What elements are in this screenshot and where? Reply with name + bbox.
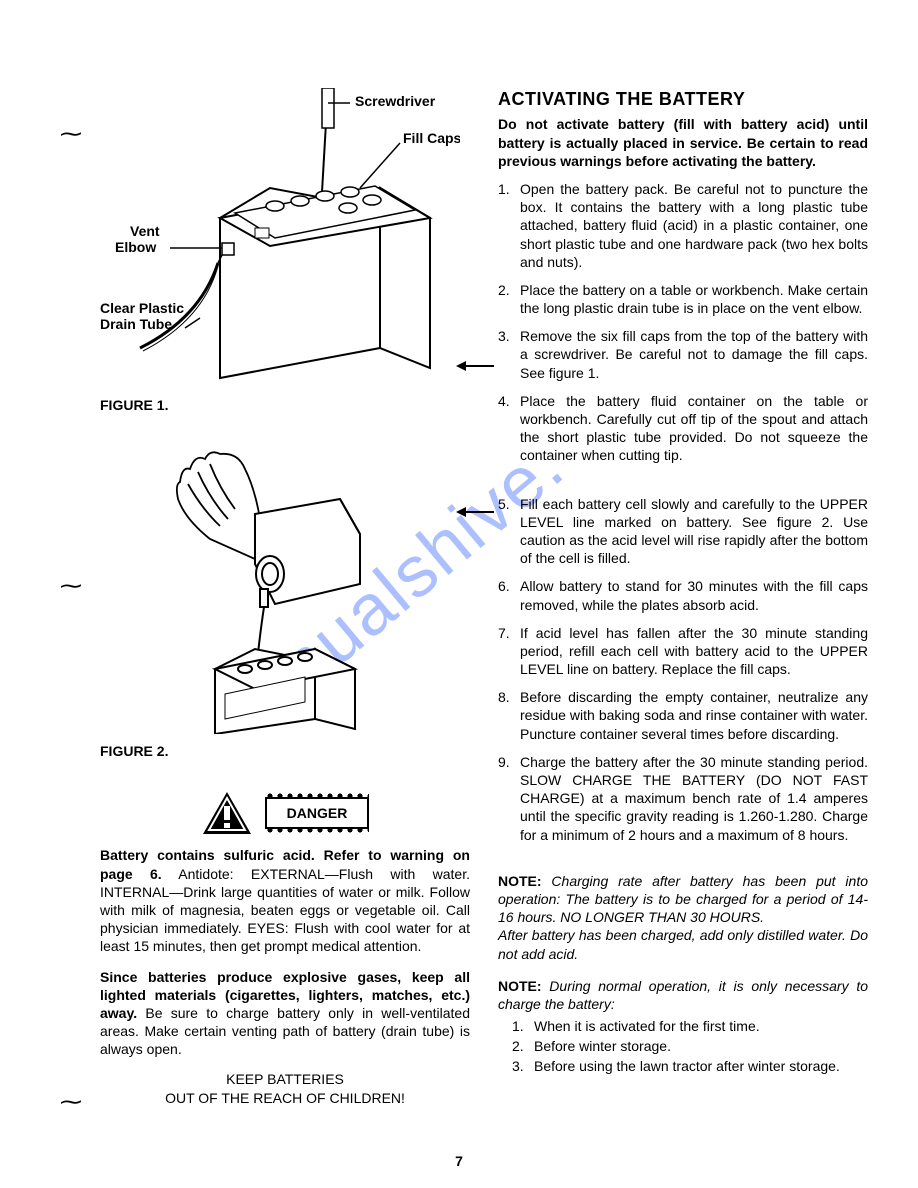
page-columns: Screwdriver Fill Caps Vent Elbow Clear P…: [50, 88, 868, 1107]
figure-2: FIGURE 2.: [160, 444, 470, 760]
note2-item-3: 3.Before using the lawn tractor after wi…: [512, 1057, 868, 1075]
note-2: NOTE: During normal operation, it is onl…: [498, 977, 868, 1013]
page-number: 7: [0, 1152, 918, 1170]
step-1: 1.Open the battery pack. Be careful not …: [498, 180, 868, 271]
step-7: 7.If acid level has fallen after the 30 …: [498, 624, 868, 679]
label-elbow: Elbow: [115, 239, 156, 255]
step-5: 5.Fill each battery cell slowly and care…: [498, 495, 868, 568]
note-2-list: 1.When it is activated for the first tim…: [498, 1017, 868, 1076]
figure-2-svg: [160, 444, 420, 734]
danger-paragraph-1: Battery contains sulfuric acid. Refer to…: [100, 846, 470, 955]
keep-line-1: KEEP BATTERIES: [100, 1070, 470, 1088]
note2-item-1: 1.When it is activated for the first tim…: [512, 1017, 868, 1035]
keep-line-2: OUT OF THE REACH OF CHILDREN!: [100, 1089, 470, 1107]
note1-text: Charging rate after battery has been put…: [498, 873, 868, 962]
section-heading: ACTIVATING THE BATTERY: [498, 88, 868, 111]
label-drain2: Drain Tube: [100, 316, 172, 332]
danger-p2-rest: Be sure to charge battery only in well-v…: [100, 1005, 470, 1057]
keep-batteries: KEEP BATTERIES OUT OF THE REACH OF CHILD…: [100, 1070, 470, 1106]
scan-mark: ⁓: [60, 1088, 82, 1117]
label-fill-caps: Fill Caps: [403, 130, 460, 146]
figure-1: Screwdriver Fill Caps Vent Elbow Clear P…: [100, 88, 470, 414]
danger-label: DANGER: [265, 797, 370, 829]
figure-1-svg: Screwdriver Fill Caps Vent Elbow Clear P…: [100, 88, 460, 388]
label-drain1: Clear Plastic: [100, 300, 184, 316]
scan-mark: ⁓: [60, 572, 82, 601]
right-column: ACTIVATING THE BATTERY Do not activate b…: [498, 88, 868, 1107]
left-column: Screwdriver Fill Caps Vent Elbow Clear P…: [50, 88, 470, 1107]
step-3: 3.Remove the six fill caps from the top …: [498, 327, 868, 382]
figure-2-caption: FIGURE 2.: [100, 742, 470, 760]
intro-paragraph: Do not activate battery (fill with batte…: [498, 115, 868, 170]
figure-1-caption: FIGURE 1.: [100, 396, 470, 414]
note2-bold: NOTE:: [498, 978, 542, 994]
step-2: 2.Place the battery on a table or workbe…: [498, 281, 868, 317]
step-6: 6.Allow battery to stand for 30 minutes …: [498, 577, 868, 613]
note1-bold: NOTE:: [498, 873, 542, 889]
label-vent: Vent: [130, 223, 160, 239]
steps-list: 1.Open the battery pack. Be careful not …: [498, 180, 868, 844]
scan-mark: ⁓: [60, 120, 82, 149]
step-8: 8.Before discarding the empty container,…: [498, 688, 868, 743]
label-screwdriver: Screwdriver: [355, 93, 436, 109]
arrow-icon: [458, 365, 494, 367]
step-4: 4.Place the battery fluid container on t…: [498, 392, 868, 465]
danger-row: DANGER: [100, 790, 470, 836]
danger-paragraph-2: Since batteries produce explosive gases,…: [100, 968, 470, 1059]
note2-text: During normal operation, it is only nece…: [498, 978, 868, 1012]
warning-triangle-icon: [201, 790, 253, 836]
arrow-icon: [458, 511, 494, 513]
note-1: NOTE: Charging rate after battery has be…: [498, 872, 868, 963]
note2-item-2: 2.Before winter storage.: [512, 1037, 868, 1055]
step-9: 9.Charge the battery after the 30 minute…: [498, 753, 868, 844]
